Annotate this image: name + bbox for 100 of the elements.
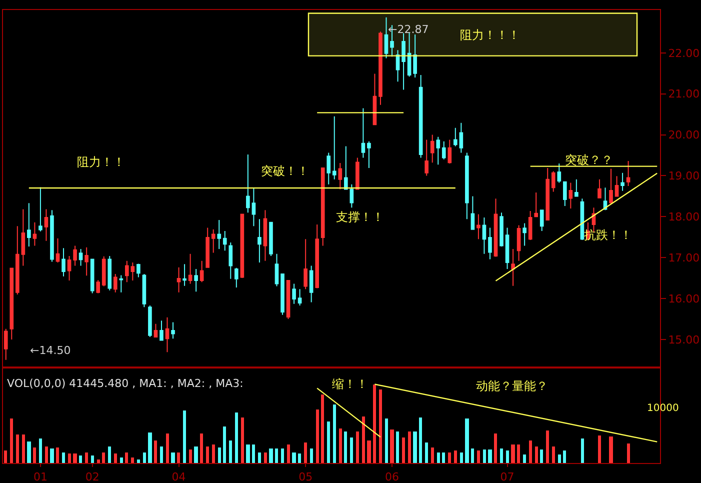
candlestick: [516, 224, 521, 262]
candlestick: [200, 260, 204, 283]
candlestick: [90, 258, 94, 294]
candlestick: [598, 178, 602, 198]
y-tick-label: 21.00: [668, 88, 700, 101]
bar: [212, 444, 215, 464]
bar: [506, 450, 509, 464]
bar: [45, 446, 48, 464]
candlestick: [4, 328, 8, 360]
bar: [488, 449, 492, 464]
bar: [171, 452, 175, 464]
candlestick: [217, 219, 222, 250]
candlestick: [234, 267, 238, 288]
candlestick: [332, 116, 336, 180]
candlestick: [274, 253, 279, 287]
bar: [385, 418, 388, 464]
bar: [206, 446, 209, 464]
candlestick: [32, 222, 37, 246]
bar: [27, 441, 31, 464]
y-tick-label: 19.00: [668, 170, 700, 183]
bar: [194, 446, 198, 464]
candlestick: [130, 262, 135, 282]
candlestick: [407, 32, 412, 78]
annotation: 突破！！: [261, 164, 309, 178]
candlestick: [269, 222, 273, 256]
candlestick: [188, 253, 192, 284]
bar: [517, 444, 520, 464]
candlestick: [350, 184, 354, 208]
candlestick: [108, 255, 112, 291]
bar: [339, 428, 342, 464]
candlestick: [160, 320, 164, 341]
candlestick: [165, 316, 170, 353]
bar: [281, 448, 284, 464]
candlestick: [67, 255, 72, 282]
bar: [298, 453, 301, 464]
candlestick: [442, 140, 446, 160]
bar: [4, 450, 7, 464]
bar: [102, 452, 105, 464]
bar: [362, 416, 365, 464]
annotation: 缩！！: [332, 377, 368, 391]
candlestick: [84, 246, 88, 276]
bar: [275, 448, 278, 464]
bar: [241, 417, 244, 464]
band-label: 阻力！！！: [460, 28, 520, 42]
bar: [500, 448, 503, 464]
candlestick: [574, 178, 578, 197]
y-tick-label: 22.00: [668, 46, 700, 60]
bar: [402, 437, 405, 464]
candlestick: [96, 280, 100, 294]
x-tick-label: 06: [385, 470, 400, 483]
bar: [471, 448, 474, 464]
candlestick: [44, 208, 48, 242]
annotation: 支撑！！: [336, 210, 384, 224]
candlestick: [309, 265, 314, 303]
candlestick: [540, 210, 544, 232]
candlestick: [459, 122, 464, 154]
bar: [598, 435, 601, 464]
candlestick: [557, 162, 562, 184]
y-tick-label: 16.00: [668, 292, 700, 306]
candlestick: [620, 172, 624, 192]
bar: [269, 448, 273, 464]
x-tick-label: 05: [298, 470, 313, 483]
candlestick: [494, 198, 498, 258]
bar: [454, 450, 457, 464]
candlestick: [344, 146, 348, 190]
candlestick: [476, 214, 480, 240]
candlestick: [465, 152, 469, 220]
candlestick: [154, 323, 158, 338]
x-tick-label: 04: [172, 470, 186, 483]
candlestick: [522, 222, 526, 246]
bar: [143, 452, 146, 464]
bar: [523, 454, 526, 464]
candlestick: [356, 157, 360, 190]
bar: [235, 412, 238, 464]
bar: [408, 431, 411, 464]
bar: [431, 447, 434, 464]
candlestick: [505, 227, 510, 270]
bar: [183, 410, 186, 464]
candlestick: [21, 208, 26, 266]
candlestick: [338, 162, 342, 190]
x-tick-label: 02: [85, 470, 100, 483]
bar: [511, 444, 515, 464]
candlestick: [528, 210, 532, 240]
candlestick: [424, 139, 428, 176]
candlestick: [16, 226, 20, 295]
candlestick: [511, 248, 515, 286]
bar: [390, 429, 394, 464]
bar: [304, 442, 307, 464]
bar: [131, 457, 134, 464]
candlestick: [10, 267, 14, 340]
bar: [413, 431, 417, 464]
candlestick: [298, 288, 302, 306]
candlestick: [206, 227, 210, 268]
candlestick: [62, 248, 66, 277]
candlestick: [73, 245, 77, 266]
candlestick: [500, 212, 504, 248]
x-tick-label: 07: [500, 470, 514, 483]
candlestick: [361, 108, 366, 158]
candlestick: [78, 248, 83, 266]
y-tick-label: 18.00: [668, 210, 700, 224]
